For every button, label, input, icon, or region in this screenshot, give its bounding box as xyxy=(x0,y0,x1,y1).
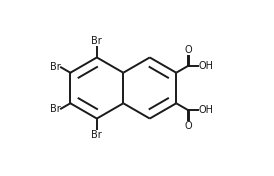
Text: Br: Br xyxy=(92,36,102,46)
Text: O: O xyxy=(185,45,192,55)
Text: Br: Br xyxy=(92,130,102,140)
Text: O: O xyxy=(185,121,192,131)
Text: Br: Br xyxy=(50,104,61,114)
Text: Br: Br xyxy=(50,62,61,72)
Text: OH: OH xyxy=(199,61,214,71)
Text: OH: OH xyxy=(199,105,214,115)
